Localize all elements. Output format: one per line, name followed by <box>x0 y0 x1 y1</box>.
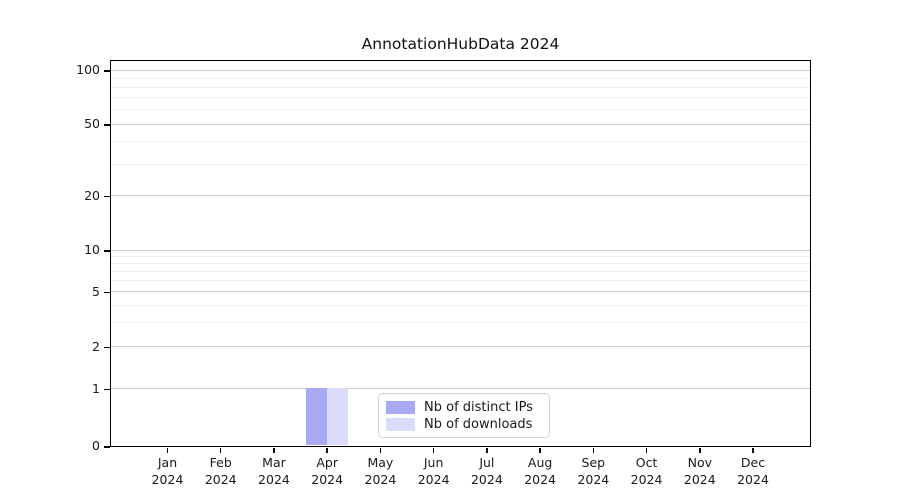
x-tick-year: 2024 <box>258 472 290 487</box>
gridline-minor <box>111 141 810 143</box>
y-tick-label: 0 <box>92 438 100 453</box>
x-tick-mark <box>326 447 328 453</box>
x-tick-year: 2024 <box>577 472 610 487</box>
legend-label-distinct-ips: Nb of distinct IPs <box>424 400 533 415</box>
x-tick-month: Dec <box>740 455 766 470</box>
gridline-minor <box>111 262 810 264</box>
legend: Nb of distinct IPs Nb of downloads <box>378 393 550 438</box>
legend-label-downloads: Nb of downloads <box>424 417 533 432</box>
gridline-major <box>111 249 810 251</box>
gridline-major <box>111 346 810 348</box>
x-tick-label: Aug 2024 <box>510 454 570 488</box>
x-tick-year: 2024 <box>630 472 663 487</box>
y-tick-mark <box>104 346 110 349</box>
gridline-minor <box>111 97 810 99</box>
x-tick-mark <box>273 447 275 453</box>
x-tick-mark <box>539 447 541 453</box>
x-tick-label: Jan 2024 <box>138 454 198 488</box>
x-tick-year: 2024 <box>470 472 503 487</box>
legend-swatch-downloads <box>386 418 415 431</box>
x-tick-month: Nov <box>687 455 712 470</box>
legend-item-distinct-ips: Nb of distinct IPs <box>386 400 540 415</box>
x-tick-label: Apr 2024 <box>297 454 357 488</box>
x-tick-month: May <box>367 455 394 470</box>
y-tick-mark <box>104 291 110 294</box>
gridline-major <box>111 123 810 125</box>
y-tick-mark <box>104 250 110 252</box>
y-tick-label: 10 <box>84 242 100 257</box>
x-tick-label: Dec 2024 <box>723 454 783 488</box>
gridline-minor <box>111 163 810 165</box>
x-tick-label: Oct 2024 <box>617 454 677 488</box>
gridline-minor <box>111 270 810 272</box>
y-tick-label: 5 <box>92 283 100 299</box>
x-tick-year: 2024 <box>151 472 184 487</box>
x-tick-mark <box>592 447 595 453</box>
x-tick-mark <box>699 447 701 453</box>
x-tick-label: Jul 2024 <box>457 454 517 488</box>
gridline-major <box>111 69 810 71</box>
y-tick-mark <box>104 70 110 72</box>
legend-swatch-distinct-ips <box>386 401 415 414</box>
gridline-minor <box>111 109 810 111</box>
bar-distinct-ips-apr[interactable] <box>305 388 327 445</box>
gridline-major <box>111 388 810 389</box>
x-tick-year: 2024 <box>737 472 769 487</box>
x-tick-year: 2024 <box>311 472 344 487</box>
gridline-minor <box>111 255 810 257</box>
y-tick-mark <box>104 388 110 390</box>
y-tick-mark <box>104 195 110 198</box>
x-tick-label: Sep 2024 <box>563 454 623 488</box>
x-tick-month: Apr <box>316 455 338 470</box>
y-tick-mark <box>104 446 110 448</box>
x-tick-label: Mar 2024 <box>244 454 304 488</box>
y-tick-label: 100 <box>76 62 100 77</box>
x-tick-month: Jan <box>157 455 178 470</box>
gridline-minor <box>111 77 810 79</box>
x-tick-year: 2024 <box>683 472 716 487</box>
x-tick-year: 2024 <box>524 472 557 487</box>
gridline-major <box>111 291 810 293</box>
x-tick-year: 2024 <box>364 472 397 487</box>
y-tick-label: 20 <box>84 187 100 203</box>
y-tick-label: 50 <box>84 116 100 132</box>
x-tick-mark <box>752 447 754 453</box>
x-tick-mark <box>219 447 222 453</box>
x-tick-label: Nov 2024 <box>670 454 730 488</box>
x-tick-month: Aug <box>527 455 553 470</box>
x-tick-year: 2024 <box>204 472 237 487</box>
x-tick-label: May 2024 <box>350 454 410 488</box>
x-tick-month: Sep <box>581 455 606 470</box>
x-tick-month: Feb <box>209 455 232 470</box>
x-tick-mark <box>379 447 382 453</box>
x-tick-month: Mar <box>262 455 286 470</box>
gridline-minor <box>111 86 810 88</box>
x-tick-mark <box>432 447 435 453</box>
legend-item-downloads: Nb of downloads <box>386 417 540 432</box>
chart-title: AnnotationHubData 2024 <box>361 35 560 53</box>
x-tick-mark <box>486 447 488 453</box>
x-tick-month: Jun <box>423 455 444 470</box>
y-tick-label: 1 <box>92 380 100 396</box>
x-tick-mark <box>645 447 648 453</box>
x-tick-mark <box>166 447 169 453</box>
x-tick-month: Jul <box>479 455 495 470</box>
x-tick-label: Feb 2024 <box>191 454 251 488</box>
plot-area: Nb of distinct IPs Nb of downloads <box>110 60 811 447</box>
gridline-minor <box>111 280 810 282</box>
x-tick-month: Oct <box>635 455 658 470</box>
x-tick-label: Jun 2024 <box>404 454 464 488</box>
x-tick-year: 2024 <box>417 472 450 487</box>
bar-downloads-apr[interactable] <box>326 388 348 445</box>
y-tick-label: 2 <box>92 338 100 354</box>
gridline-minor <box>111 304 810 306</box>
y-tick-mark <box>104 124 110 126</box>
gridline-minor <box>111 321 810 323</box>
gridline-major <box>111 195 810 197</box>
